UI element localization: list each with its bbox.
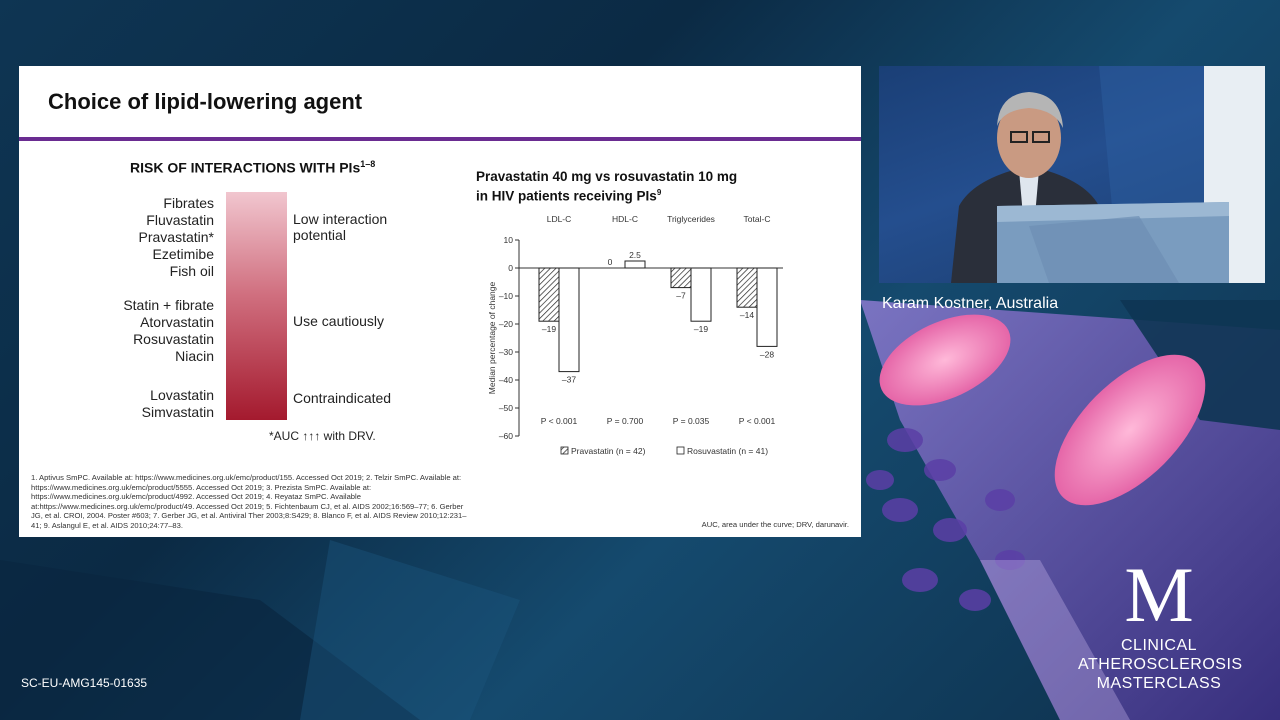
drug-name: Fish oil (169, 263, 214, 279)
risk-label-low-line2: potential (293, 227, 346, 243)
bar-rosuvastatin (690, 267, 712, 322)
p-value-label: P < 0.001 (541, 416, 578, 426)
data-label: –14 (740, 310, 754, 320)
y-tick-label: –20 (499, 319, 513, 329)
chart-title-superscript: 9 (656, 188, 662, 197)
chart-title-line2-text: in HIV patients receiving PIs (476, 188, 657, 204)
drug-name: Atorvastatin (140, 314, 214, 330)
chart-title-line2: in HIV patients receiving PIs9 (476, 185, 737, 205)
data-label: –19 (694, 324, 708, 334)
drug-name: Pravastatin* (138, 229, 214, 245)
drug-group-caution: Statin + fibrate Atorvastatin Rosuvastat… (123, 297, 214, 365)
risk-gradient-bar (226, 192, 287, 420)
drug-name: Lovastatin (150, 387, 214, 403)
slide-title: Choice of lipid-lowering agent (48, 89, 363, 114)
bar-rosuvastatin (624, 260, 646, 269)
logo-line-1: CLINICAL (1120, 637, 1198, 654)
legend-label-rosuvastatin: Rosuvastatin (n = 41) (687, 446, 768, 456)
data-label: –37 (562, 375, 576, 385)
y-tick-label: –60 (499, 431, 513, 441)
legend-swatch-rosuvastatin (676, 446, 685, 455)
risk-label-contraindicated: Contraindicated (293, 390, 392, 406)
data-label: –28 (760, 349, 774, 359)
risk-label-caution: Use cautiously (293, 313, 385, 329)
y-tick-label: –50 (499, 403, 513, 413)
drug-name: Ezetimibe (152, 246, 214, 262)
logo-line-3: MASTERCLASS (1096, 675, 1222, 692)
risk-heading-text: RISK OF INTERACTIONS WITH PIs (130, 159, 361, 176)
p-value-label: P = 0.035 (673, 416, 710, 426)
data-label: –19 (542, 324, 556, 334)
category-label: Triglycerides (667, 214, 715, 224)
drug-group-low: Fibrates Fluvastatin Pravastatin* Ezetim… (139, 195, 214, 280)
y-axis-label: Median percentage of change (487, 281, 497, 394)
bar-rosuvastatin (558, 267, 580, 373)
bar-chart: 10 0 –10 –20 –30 –40 –50 –60 Median percentage o… (487, 214, 783, 456)
data-label: 0 (608, 257, 613, 267)
bar-pravastatin (538, 267, 560, 322)
drug-name: Niacin (175, 348, 214, 364)
y-tick-label: –40 (499, 375, 513, 385)
bar-rosuvastatin (756, 267, 778, 347)
chart-title: Pravastatin 40 mg vs rosuvastatin 10 mg … (476, 169, 737, 205)
risk-heading: RISK OF INTERACTIONS WITH PIs1–8 (130, 159, 375, 176)
category-label: LDL-C (547, 214, 572, 224)
y-tick-label: –10 (499, 291, 513, 301)
risk-label-low-line1: Low interaction (293, 211, 388, 227)
risk-label-low: Low interaction potential (293, 211, 387, 243)
speaker-video (879, 66, 1265, 283)
drug-name: Rosuvastatin (133, 331, 214, 347)
abbreviations: AUC, area under the curve; DRV, darunavi… (701, 520, 849, 529)
legend-swatch-pravastatin (560, 446, 569, 455)
drug-name: Statin + fibrate (123, 297, 214, 313)
presentation-slide: Choice of lipid-lowering agent RISK OF I… (19, 66, 861, 537)
y-tick-label: –30 (499, 347, 513, 357)
data-label: 2.5 (629, 250, 641, 260)
risk-heading-superscript: 1–8 (360, 159, 376, 169)
y-tick-label: 10 (504, 235, 514, 245)
speaker-caption: Karam Kostner, Australia (882, 295, 1059, 312)
p-value-label: P = 0.700 (607, 416, 644, 426)
drug-name: Fluvastatin (146, 212, 214, 228)
drug-name: Simvastatin (141, 404, 214, 420)
bar-pravastatin (736, 267, 758, 308)
references: 1. Aptivus SmPC. Available at: https://w… (31, 473, 467, 530)
drug-name: Fibrates (163, 195, 214, 211)
category-label: HDL-C (612, 214, 638, 224)
document-code: SC-EU-AMG145-01635 (21, 676, 148, 690)
masterclass-logo: M CLINICAL ATHEROSCLEROSIS MASTERCLASS (1078, 551, 1243, 693)
speaker-video-frame (951, 66, 1265, 283)
auc-footnote: *AUC ↑↑↑ with DRV. (269, 429, 376, 443)
logo-letter: M (1124, 551, 1194, 638)
legend-label-pravastatin: Pravastatin (n = 42) (571, 446, 646, 456)
logo-line-2: ATHEROSCLEROSIS (1078, 656, 1243, 673)
data-label: –7 (676, 291, 686, 301)
drug-group-contraindicated: Lovastatin Simvastatin (142, 387, 214, 421)
category-label: Total-C (744, 214, 771, 224)
y-tick-label: 0 (508, 263, 513, 273)
chart-title-line1: Pravastatin 40 mg vs rosuvastatin 10 mg (476, 169, 738, 184)
title-divider (19, 137, 861, 141)
bar-pravastatin (670, 267, 692, 289)
p-value-label: P < 0.001 (739, 416, 776, 426)
